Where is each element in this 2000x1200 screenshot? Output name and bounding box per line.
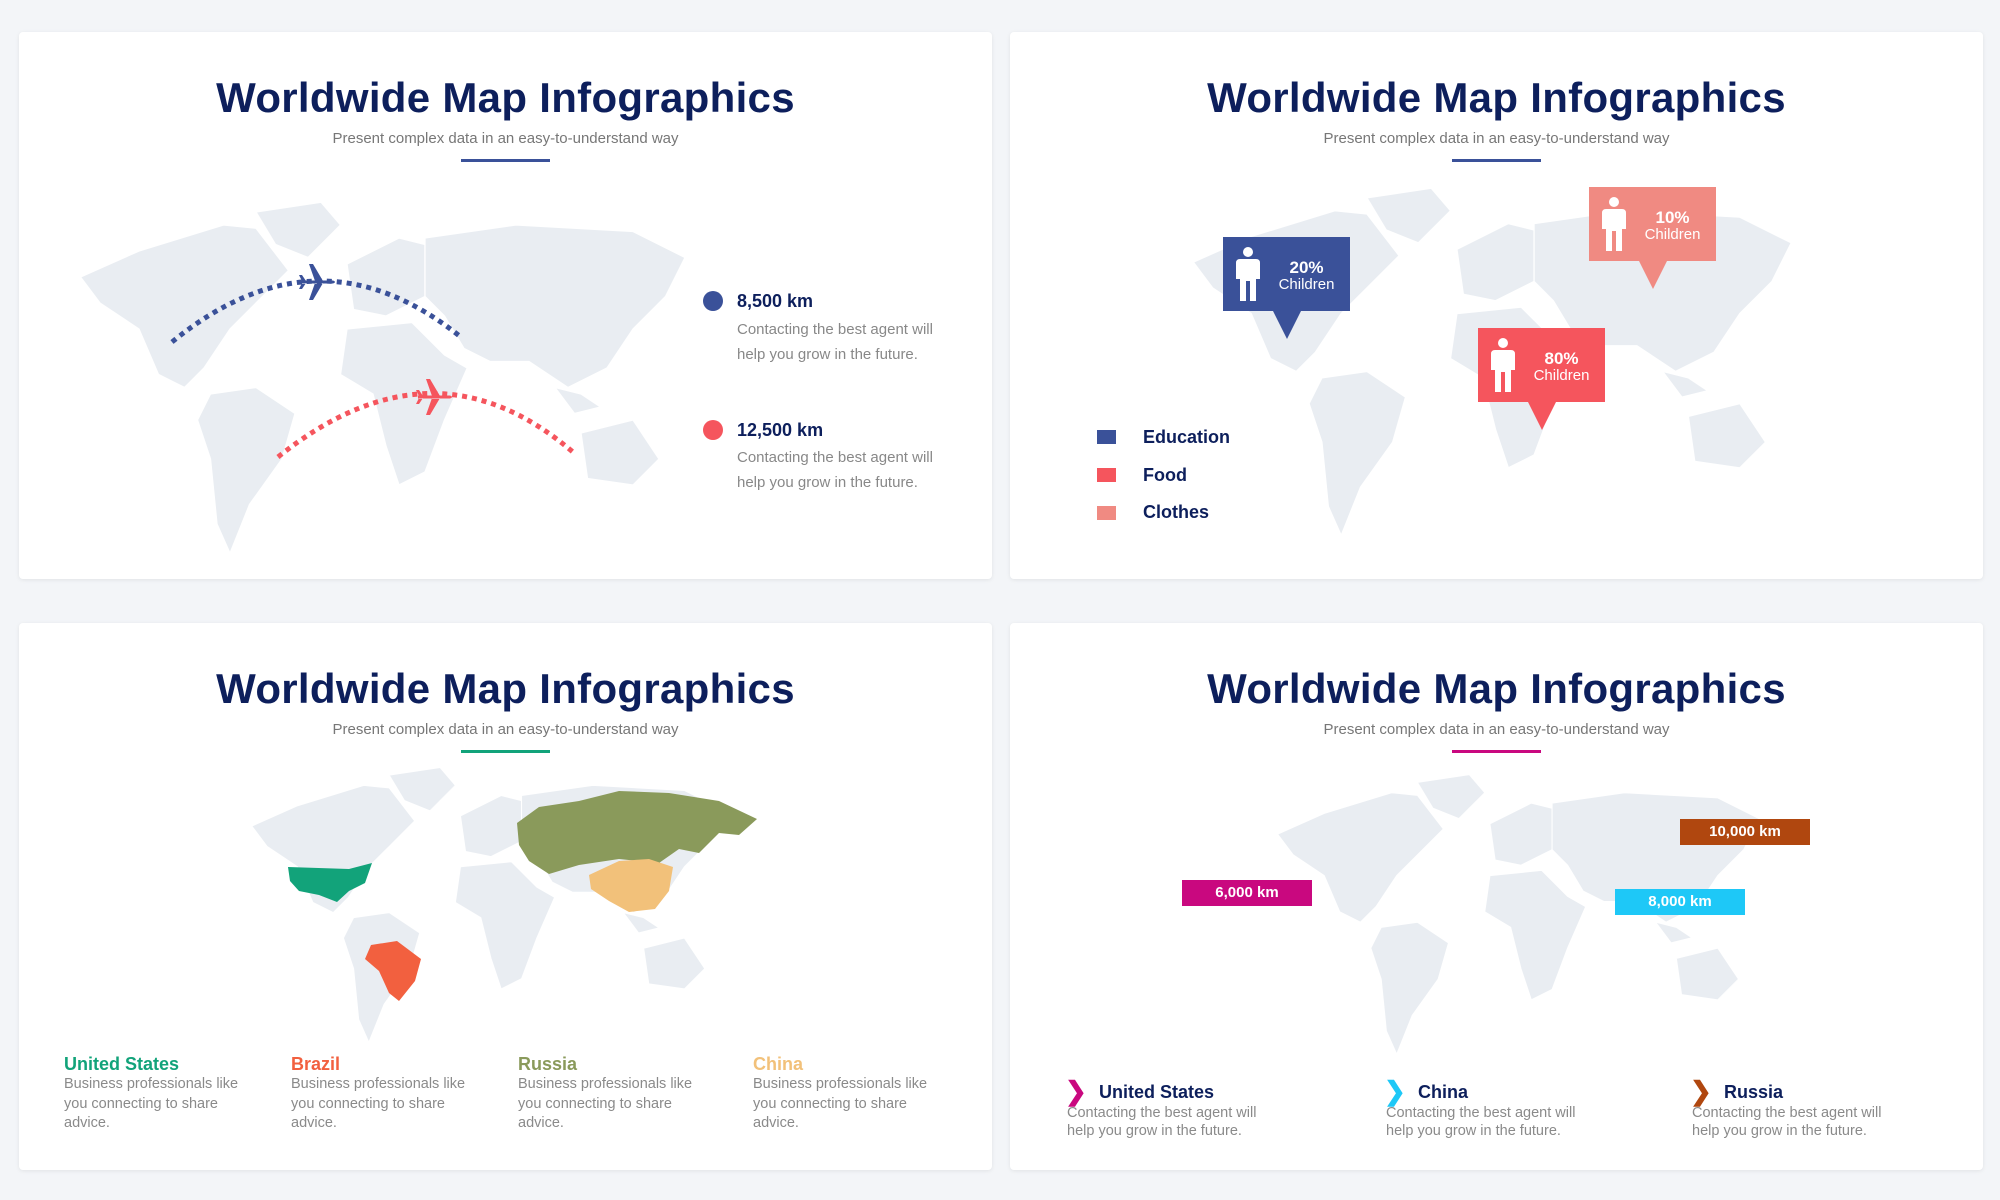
callout-clothes: 10% Children — [1589, 187, 1716, 289]
callout-food: 80% Children — [1478, 328, 1605, 430]
desc-line: help you grow in the future. — [737, 474, 918, 491]
country-shape-united-states — [288, 863, 372, 902]
item-description: Contacting the best agent will help you g… — [1386, 1105, 1576, 1139]
callout-pointer — [1638, 261, 1667, 289]
distance-tag: 6,000 km — [1182, 880, 1312, 906]
person-icon — [1601, 197, 1627, 251]
item-description: Contacting the best agent will help you g… — [1067, 1105, 1257, 1139]
callout-education: 20% Children — [1223, 237, 1350, 339]
country-description: Business professionals like you connectin… — [753, 1076, 928, 1131]
country-shape-russia — [517, 791, 757, 874]
highlighted-countries — [288, 791, 757, 1001]
country-description: Business professionals like you connectin… — [291, 1076, 466, 1131]
country-item: Russia Business professionals like you co… — [518, 1054, 698, 1134]
item-description: Contacting the best agent will help you g… — [1692, 1105, 1882, 1139]
route-arc-red — [276, 391, 576, 459]
route-dot-red — [703, 420, 723, 440]
country-item: Brazil Business professionals like you co… — [291, 1054, 471, 1134]
chevron-right-icon: ❯ — [1065, 1076, 1087, 1106]
desc-line: Contacting the best agent will — [737, 321, 933, 338]
country-name: Russia — [518, 1054, 578, 1074]
route-distance: 8,500 km — [737, 291, 814, 311]
callout-label: Children — [1644, 226, 1701, 243]
slide-title: Worldwide Map Infographics — [216, 74, 795, 121]
distance-tag: 10,000 km — [1680, 819, 1810, 845]
slide-title: Worldwide Map Infographics — [1207, 74, 1786, 121]
title-underline — [461, 750, 550, 753]
callout-percent: 20% — [1289, 258, 1324, 277]
callout-pointer — [1527, 402, 1556, 430]
route-description: Contacting the best agent will help you … — [737, 317, 933, 367]
legend-label: Clothes — [1143, 502, 1210, 522]
item-title: United States — [1099, 1082, 1215, 1102]
item-title: China — [1418, 1082, 1469, 1102]
slide-title: Worldwide Map Infographics — [216, 665, 795, 712]
route-description: Contacting the best agent will help you … — [737, 445, 933, 495]
country-item: China Business professionals like you con… — [753, 1054, 933, 1134]
country-description: Business professionals like you connectin… — [64, 1076, 239, 1131]
callout-percent: 10% — [1655, 208, 1690, 227]
desc-line: Contacting the best agent will — [737, 449, 933, 466]
slide-routes: Worldwide Map Infographics Present compl… — [19, 32, 992, 579]
country-item: United States Business professionals lik… — [64, 1054, 244, 1134]
person-icon — [1235, 247, 1261, 301]
legend-swatch — [1097, 468, 1116, 482]
slide-title: Worldwide Map Infographics — [1207, 665, 1786, 712]
route-dot-blue — [703, 291, 723, 311]
item-title: Russia — [1724, 1082, 1784, 1102]
airplane-icon — [299, 264, 335, 300]
callout-label: Children — [1533, 367, 1590, 384]
routes-overlay — [170, 264, 576, 459]
callout-label: Children — [1278, 276, 1335, 293]
legend-swatch — [1097, 430, 1116, 444]
title-underline — [1452, 159, 1541, 162]
slide-subtitle: Present complex data in an easy-to-under… — [332, 130, 679, 147]
title-underline — [461, 159, 550, 162]
chevron-right-icon: ❯ — [1384, 1076, 1406, 1106]
callout-pointer — [1272, 311, 1301, 339]
country-name: China — [753, 1054, 804, 1074]
slide-subtitle: Present complex data in an easy-to-under… — [1323, 130, 1670, 147]
title-underline — [1452, 750, 1541, 753]
slide-countries: Worldwide Map Infographics Present compl… — [19, 623, 992, 1170]
country-description: Business professionals like you connectin… — [518, 1076, 693, 1131]
distance-tag: 8,000 km — [1615, 889, 1745, 915]
slide-callouts: Worldwide Map Infographics Present compl… — [1010, 32, 1983, 579]
desc-line: help you grow in the future. — [737, 346, 918, 363]
slide-subtitle: Present complex data in an easy-to-under… — [332, 721, 679, 738]
country-shape-brazil — [365, 941, 421, 1001]
slide-subtitle: Present complex data in an easy-to-under… — [1323, 721, 1670, 738]
legend-swatch — [1097, 506, 1116, 520]
country-name: Brazil — [291, 1054, 341, 1074]
country-shape-china — [589, 859, 673, 912]
slide-distances: Worldwide Map Infographics Present compl… — [1010, 623, 1983, 1170]
airplane-icon — [416, 379, 452, 415]
chevron-right-icon: ❯ — [1690, 1076, 1712, 1106]
callout-percent: 80% — [1544, 349, 1579, 368]
route-distance: 12,500 km — [737, 420, 824, 440]
country-name: United States — [64, 1054, 180, 1074]
person-icon — [1490, 338, 1516, 392]
world-map — [1205, 772, 1837, 1062]
legend-label: Food — [1143, 465, 1187, 485]
legend-label: Education — [1143, 427, 1231, 447]
